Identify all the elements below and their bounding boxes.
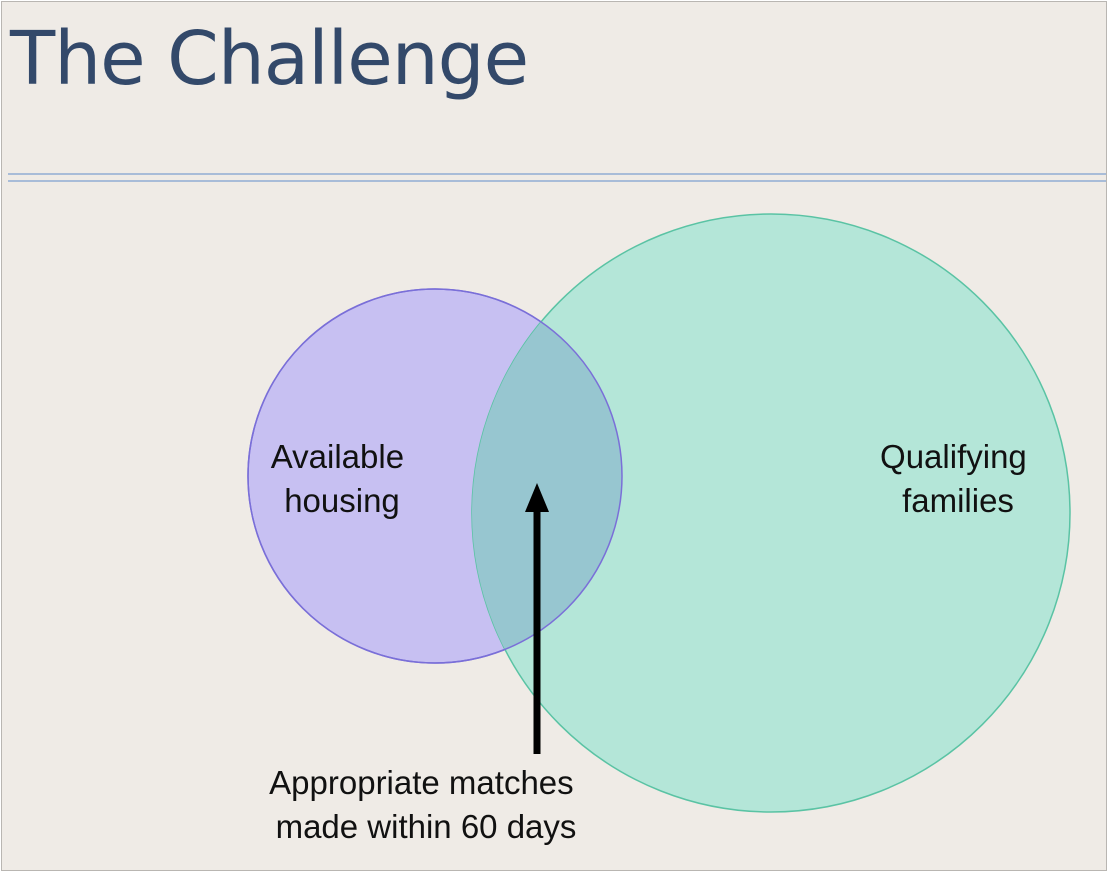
available-housing-label-line-2: housing (284, 482, 400, 519)
qualifying-families-label-line-2: families (902, 482, 1014, 519)
callout-label-line-2: made within 60 days (276, 808, 577, 845)
slide-title: The Challenge (10, 16, 529, 102)
title-divider-secondary (8, 180, 1106, 182)
qualifying-families-label-line-1: Qualifying (880, 438, 1027, 475)
callout-arrow-head (525, 483, 549, 512)
title-divider (8, 173, 1106, 175)
available-housing-label-line-1: Available (271, 438, 404, 475)
available-housing-label: Available housing (271, 438, 414, 519)
callout-label: Appropriate matches made within 60 days (269, 764, 583, 845)
qualifying-families-label: Qualifying families (880, 438, 1036, 519)
available-housing-outline (247, 288, 623, 664)
callout-label-line-1: Appropriate matches (269, 764, 574, 801)
